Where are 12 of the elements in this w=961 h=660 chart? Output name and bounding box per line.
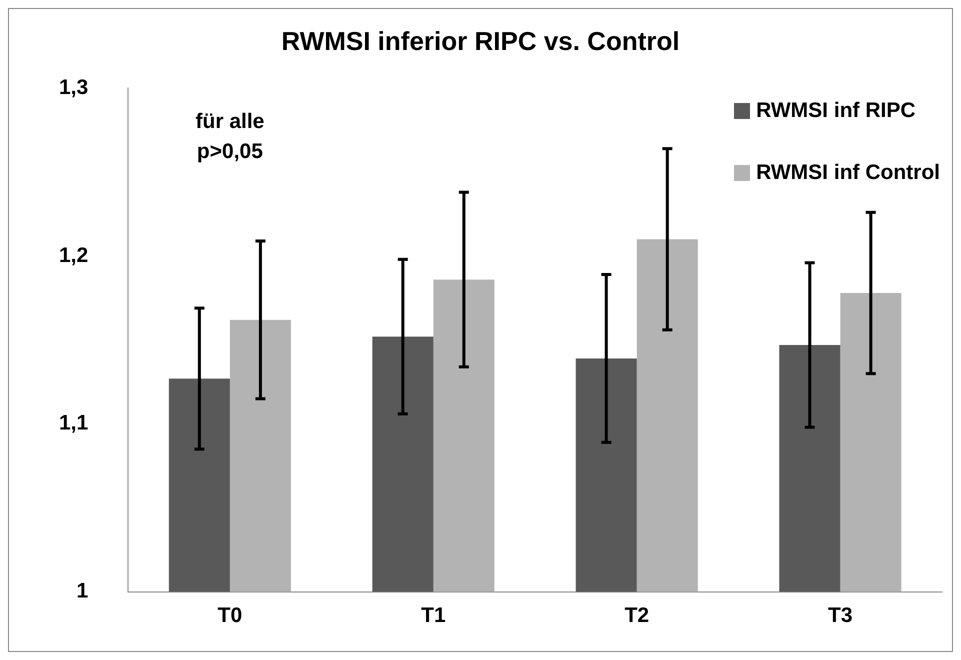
x-tick-label: T2 bbox=[624, 604, 650, 628]
y-tick-label: 1,3 bbox=[58, 76, 88, 99]
y-tick-label: 1 bbox=[76, 580, 89, 603]
x-tick-label: T0 bbox=[218, 604, 242, 628]
legend-label: RWMSI inf Control bbox=[756, 161, 940, 185]
annotation: für alle p>0,05 bbox=[195, 110, 264, 164]
x-tick-label: T3 bbox=[828, 604, 853, 628]
chart-title: RWMSI inferior RIPC vs. Control bbox=[281, 26, 680, 56]
x-tick-label: T1 bbox=[421, 604, 446, 628]
legend-label: RWMSI inf RIPC bbox=[756, 99, 916, 123]
y-tick-label: 1,2 bbox=[58, 244, 88, 267]
y-tick-label: 1,1 bbox=[58, 412, 89, 435]
